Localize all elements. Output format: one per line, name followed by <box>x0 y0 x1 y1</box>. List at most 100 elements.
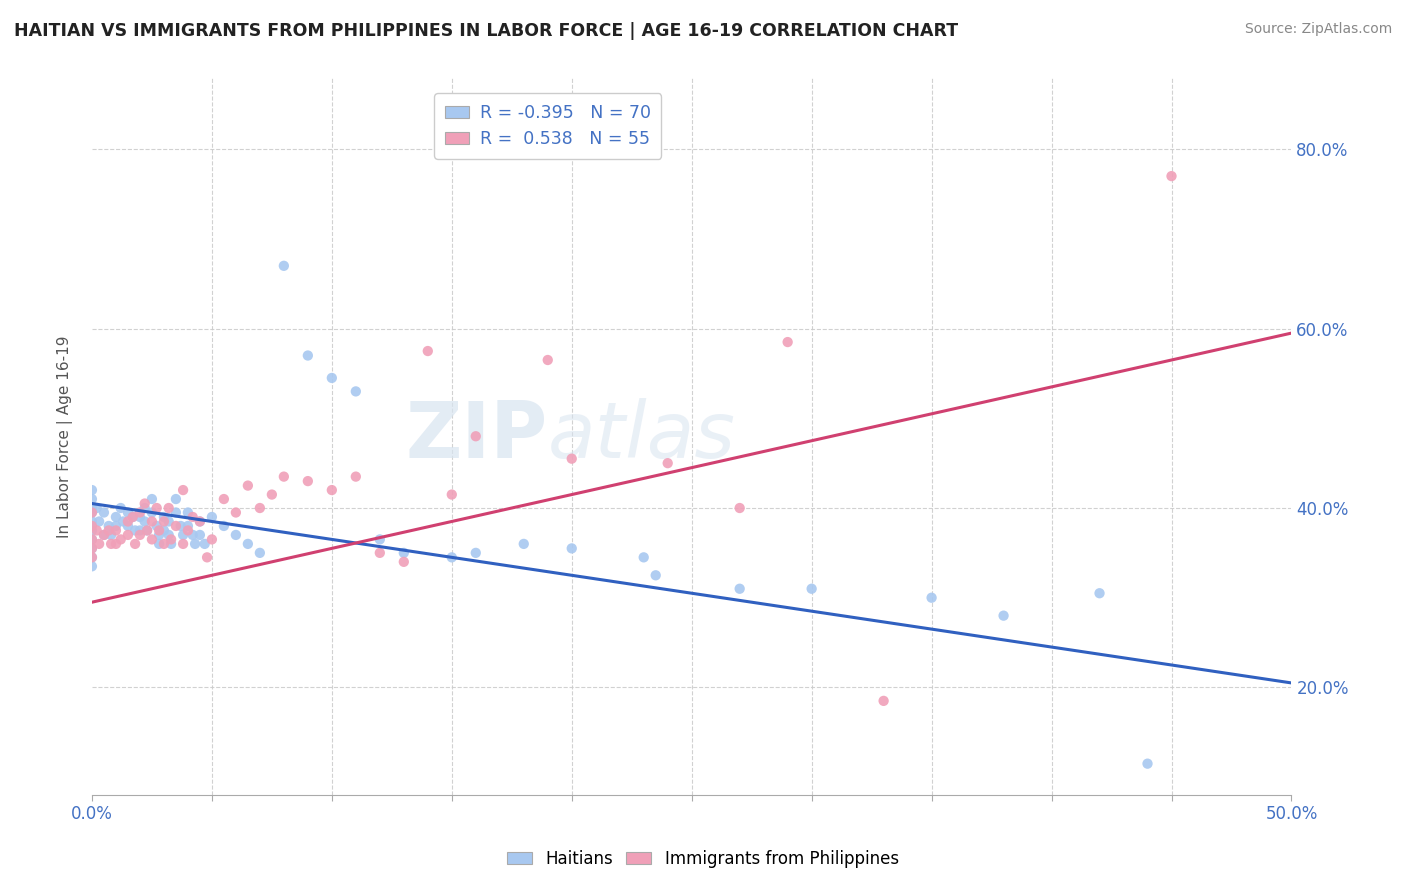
Point <box>165 519 187 533</box>
Point <box>104 524 127 538</box>
Point <box>513 537 536 551</box>
Point <box>93 528 115 542</box>
Point <box>157 515 180 529</box>
Point <box>260 487 283 501</box>
Point <box>80 501 103 516</box>
Point <box>236 537 259 551</box>
Point <box>97 524 120 538</box>
Text: atlas: atlas <box>548 398 735 475</box>
Point <box>188 528 211 542</box>
Point <box>368 546 391 560</box>
Point <box>297 349 319 363</box>
Point <box>153 510 176 524</box>
Point <box>464 546 486 560</box>
Point <box>344 469 367 483</box>
Point <box>86 524 108 538</box>
Point <box>104 537 127 551</box>
Point <box>273 469 295 483</box>
Point <box>561 541 583 556</box>
Point <box>464 429 486 443</box>
Point <box>104 510 127 524</box>
Point <box>225 506 247 520</box>
Point <box>80 506 103 520</box>
Point <box>800 582 823 596</box>
Text: HAITIAN VS IMMIGRANTS FROM PHILIPPINES IN LABOR FORCE | AGE 16-19 CORRELATION CH: HAITIAN VS IMMIGRANTS FROM PHILIPPINES I… <box>14 22 957 40</box>
Point <box>80 515 103 529</box>
Point <box>177 524 200 538</box>
Point <box>172 528 194 542</box>
Legend: R = -0.395   N = 70, R =  0.538   N = 55: R = -0.395 N = 70, R = 0.538 N = 55 <box>434 94 661 159</box>
Point <box>392 555 415 569</box>
Point <box>117 519 139 533</box>
Point <box>657 456 679 470</box>
Point <box>100 528 122 542</box>
Point <box>148 524 170 538</box>
Point <box>184 537 207 551</box>
Point <box>440 487 463 501</box>
Point <box>136 524 159 538</box>
Point <box>117 506 139 520</box>
Point <box>134 501 156 516</box>
Point <box>160 533 183 547</box>
Point <box>1136 756 1159 771</box>
Point <box>80 533 103 547</box>
Point <box>368 533 391 547</box>
Point <box>110 533 132 547</box>
Point <box>728 501 751 516</box>
Point <box>97 519 120 533</box>
Point <box>80 533 103 547</box>
Point <box>145 519 167 533</box>
Point <box>148 537 170 551</box>
Point <box>776 334 799 349</box>
Point <box>129 528 152 542</box>
Point <box>188 515 211 529</box>
Point <box>181 528 204 542</box>
Point <box>321 371 343 385</box>
Point <box>134 515 156 529</box>
Point <box>440 550 463 565</box>
Text: Source: ZipAtlas.com: Source: ZipAtlas.com <box>1244 22 1392 37</box>
Point <box>141 506 163 520</box>
Point <box>1160 169 1182 183</box>
Point <box>93 506 115 520</box>
Point <box>160 537 183 551</box>
Point <box>100 537 122 551</box>
Point <box>129 506 152 520</box>
Point <box>225 528 247 542</box>
Point <box>153 537 176 551</box>
Point <box>537 353 560 368</box>
Point <box>172 483 194 497</box>
Point <box>86 501 108 516</box>
Point <box>104 519 127 533</box>
Point <box>416 344 439 359</box>
Point <box>728 582 751 596</box>
Point <box>117 528 139 542</box>
Point <box>172 537 194 551</box>
Point <box>201 533 224 547</box>
Point <box>80 550 103 565</box>
Point <box>249 501 271 516</box>
Point <box>181 510 204 524</box>
Point <box>112 515 135 529</box>
Point <box>121 510 143 524</box>
Point <box>141 491 163 506</box>
Point <box>194 537 217 551</box>
Point <box>141 515 163 529</box>
Point <box>121 510 143 524</box>
Point <box>80 541 103 556</box>
Point <box>141 533 163 547</box>
Point <box>273 259 295 273</box>
Point <box>89 515 111 529</box>
Point <box>80 506 103 520</box>
Point <box>157 501 180 516</box>
Point <box>236 478 259 492</box>
Point <box>117 515 139 529</box>
Point <box>1088 586 1111 600</box>
Point <box>80 524 103 538</box>
Point <box>80 550 103 565</box>
Point <box>195 550 218 565</box>
Point <box>249 546 271 560</box>
Point <box>134 496 156 510</box>
Point <box>921 591 943 605</box>
Point <box>80 559 103 574</box>
